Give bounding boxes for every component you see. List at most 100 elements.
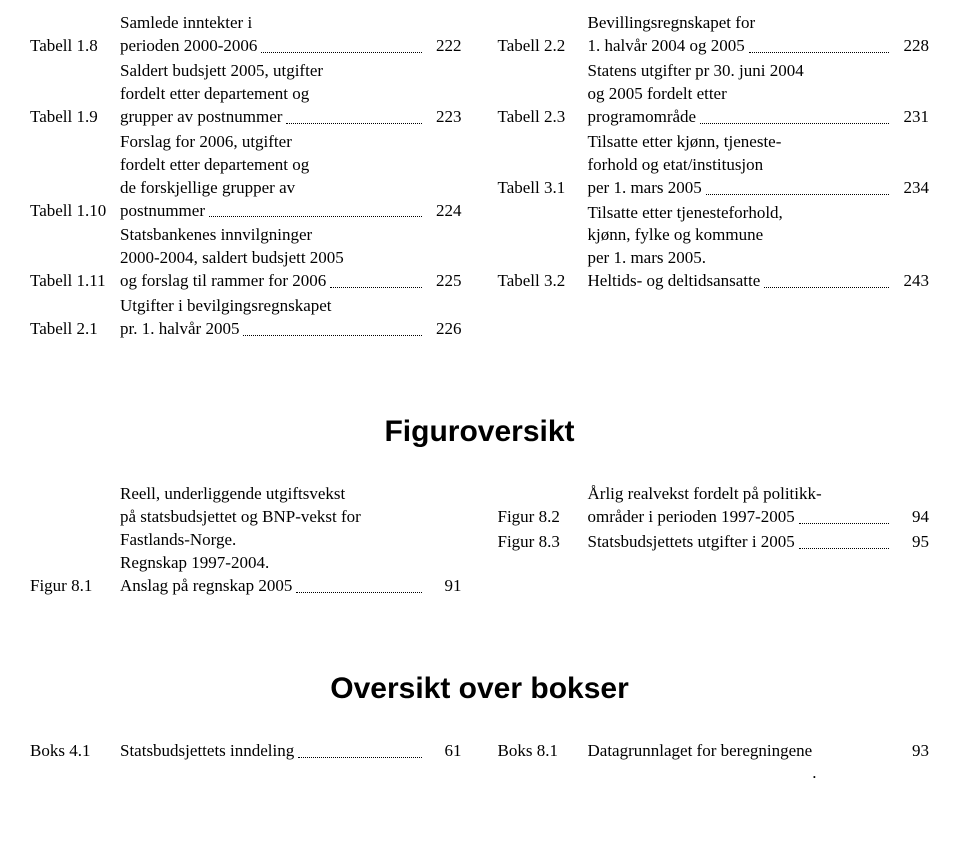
dot-leader [706,194,889,195]
toc-text-span: Årlig realvekst fordelt på politikk- [588,483,822,506]
toc-label: Tabell 2.3 [498,106,588,129]
toc-text-line: 1. halvår 2004 og 2005 [588,35,894,58]
toc-text-line: Tilsatte etter tjenesteforhold, [588,202,894,225]
toc-text: Saldert budsjett 2005, utgifterfordelt e… [120,60,426,129]
toc-label: Tabell 3.2 [498,270,588,293]
toc-text-line: kjønn, fylke og kommune [588,224,894,247]
toc-text-span: pr. 1. halvår 2005 [120,318,239,341]
dot-leader [296,592,421,593]
toc-page: 231 [893,106,929,129]
toc-text-line: Bevillingsregnskapet for [588,12,894,35]
toc-text-line: grupper av postnummer [120,106,426,129]
toc-label: Tabell 1.8 [30,35,120,58]
toc-text-span: Samlede inntekter i [120,12,252,35]
toc-entry: Boks 8.1Datagrunnlaget for beregningene … [498,740,930,763]
boxes-right-column: Boks 8.1Datagrunnlaget for beregningene … [498,740,930,765]
toc-text-span: Heltids- og deltidsansatte [588,270,761,293]
toc-entry: Tabell 1.11Statsbankenes innvilgninger20… [30,224,462,293]
toc-label: Tabell 1.10 [30,200,120,223]
toc-page: 91 [426,575,462,598]
toc-page: 228 [893,35,929,58]
tables-left-column: Tabell 1.8Samlede inntekter iperioden 20… [30,12,462,343]
toc-text: Bevillingsregnskapet for1. halvår 2004 o… [588,12,894,58]
toc-text-line: Statsbankenes innvilgninger [120,224,426,247]
toc-page: 223 [426,106,462,129]
toc-label: Boks 4.1 [30,740,120,763]
toc-text-span: Regnskap 1997-2004. [120,552,269,575]
toc-label: Tabell 1.9 [30,106,120,129]
toc-text: Tilsatte etter kjønn, tjeneste-forhold o… [588,131,894,200]
toc-text-span: Statsbudsjettets utgifter i 2005 [588,531,795,554]
toc-text-span: Fastlands-Norge. [120,529,236,552]
toc-text-span: Utgifter i bevilgingsregnskapet [120,295,332,318]
dot-leader [749,52,889,53]
dot-leader [243,335,421,336]
toc-page: 224 [426,200,462,223]
figures-section: Figur 8.1Reell, underliggende utgiftsvek… [30,483,929,600]
toc-entry: Tabell 1.10Forslag for 2006, utgifterfor… [30,131,462,223]
toc-text-span: på statsbudsjettet og BNP-vekst for [120,506,361,529]
figures-heading: Figuroversikt [30,415,929,449]
toc-text-line: Reell, underliggende utgiftsvekst [120,483,426,506]
toc-entry: Tabell 2.1Utgifter i bevilgingsregnskape… [30,295,462,341]
dot-leader [799,523,889,524]
toc-entry: Boks 4.1Statsbudsjettets inndeling 61 [30,740,462,763]
toc-page: 95 [893,531,929,554]
toc-text-span: fordelt etter departement og [120,154,309,177]
toc-text-line: Fastlands-Norge. [120,529,426,552]
toc-page: 243 [893,270,929,293]
toc-text: Tilsatte etter tjenesteforhold,kjønn, fy… [588,202,894,294]
toc-entry: Figur 8.2Årlig realvekst fordelt på poli… [498,483,930,529]
toc-text-line: og forslag til rammer for 2006 [120,270,426,293]
toc-text-line: forhold og etat/institusjon [588,154,894,177]
toc-text-span: Datagrunnlaget for beregningene [588,740,813,763]
toc-entry: Figur 8.3Statsbudsjettets utgifter i 200… [498,531,930,554]
dot-leader [799,548,889,549]
toc-text-span: Statens utgifter pr 30. juni 2004 [588,60,804,83]
toc-label: Figur 8.3 [498,531,588,554]
toc-text-line: Statsbudsjettets utgifter i 2005 [588,531,894,554]
toc-text: Statsbudsjettets inndeling [120,740,426,763]
toc-text-span: Tilsatte etter kjønn, tjeneste- [588,131,782,154]
toc-text-line: fordelt etter departement og [120,83,426,106]
toc-text-line: per 1. mars 2005. [588,247,894,270]
toc-text-span: kjønn, fylke og kommune [588,224,764,247]
dot-leader [209,216,422,217]
toc-text-span: grupper av postnummer [120,106,282,129]
toc-text-span: forhold og etat/institusjon [588,154,764,177]
toc-text-line: per 1. mars 2005 [588,177,894,200]
toc-entry: Tabell 2.2Bevillingsregnskapet for1. hal… [498,12,930,58]
toc-page: 61 [426,740,462,763]
toc-text-span: Statsbankenes innvilgninger [120,224,312,247]
toc-text-span: områder i perioden 1997-2005 [588,506,795,529]
toc-text-line: programområde [588,106,894,129]
dot-leader [700,123,889,124]
toc-page: 93 [893,740,929,763]
toc-text-line: Heltids- og deltidsansatte [588,270,894,293]
toc-text-line: Årlig realvekst fordelt på politikk- [588,483,894,506]
toc-text-span: programområde [588,106,697,129]
toc-text-line: på statsbudsjettet og BNP-vekst for [120,506,426,529]
boxes-section: Boks 4.1Statsbudsjettets inndeling 61 Bok… [30,740,929,765]
toc-text-span: perioden 2000-2006 [120,35,257,58]
toc-text-span: de forskjellige grupper av [120,177,295,200]
toc-text-line: Utgifter i bevilgingsregnskapet [120,295,426,318]
toc-label: Figur 8.2 [498,506,588,529]
toc-text-span: Anslag på regnskap 2005 [120,575,292,598]
toc-text-line: pr. 1. halvår 2005 [120,318,426,341]
toc-text-line: perioden 2000-2006 [120,35,426,58]
toc-text-line: Statens utgifter pr 30. juni 2004 [588,60,894,83]
toc-text-line: Anslag på regnskap 2005 [120,575,426,598]
toc-entry: Tabell 1.8Samlede inntekter iperioden 20… [30,12,462,58]
toc-text-line: postnummer [120,200,426,223]
boxes-left-column: Boks 4.1Statsbudsjettets inndeling 61 [30,740,462,765]
toc-text-span: Statsbudsjettets inndeling [120,740,294,763]
toc-text: Statsbankenes innvilgninger2000-2004, sa… [120,224,426,293]
toc-entry: Tabell 3.2Tilsatte etter tjenesteforhold… [498,202,930,294]
figures-left-column: Figur 8.1Reell, underliggende utgiftsvek… [30,483,462,600]
toc-label: Tabell 3.1 [498,177,588,200]
dot-leader [261,52,421,53]
toc-text-span: fordelt etter departement og [120,83,309,106]
toc-text-span: Reell, underliggende utgiftsvekst [120,483,345,506]
toc-page: 234 [893,177,929,200]
